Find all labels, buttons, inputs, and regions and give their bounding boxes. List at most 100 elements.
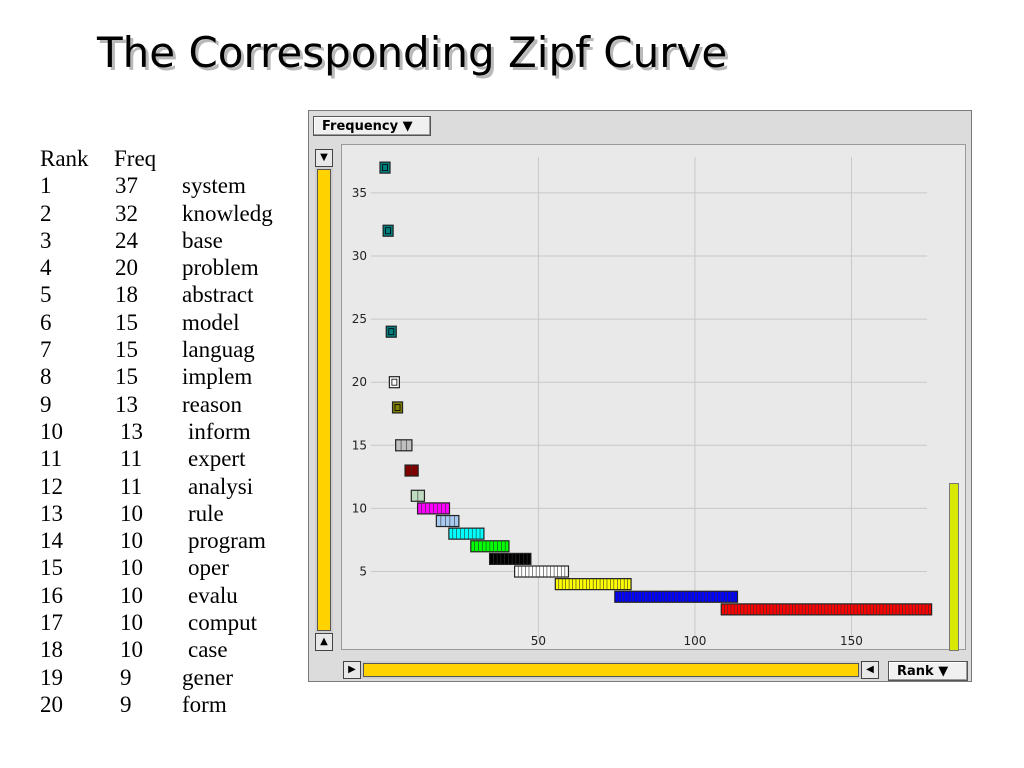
rank-cell: 12 — [40, 473, 63, 499]
freq-cell: 10 — [120, 582, 143, 608]
data-point — [614, 590, 739, 603]
y-tick-label: 10 — [352, 501, 367, 515]
rank-cell: 8 — [40, 364, 52, 390]
rank-cell: 13 — [40, 500, 63, 526]
vertical-scroll-thumb[interactable] — [317, 169, 331, 631]
freq-band-4 — [554, 578, 632, 591]
data-point — [379, 161, 391, 174]
x-tick-label: 150 — [840, 634, 863, 648]
freq-band-5 — [514, 565, 570, 578]
word-cell: oper — [188, 555, 229, 581]
freq-cell: 15 — [115, 364, 138, 390]
freq-cell: 10 — [120, 610, 143, 636]
rank-cell: 5 — [40, 282, 52, 308]
rank-cell: 6 — [40, 309, 52, 335]
data-point — [391, 401, 404, 414]
y-tick-label: 25 — [352, 312, 367, 326]
zoom-slider[interactable] — [949, 483, 959, 651]
y-tick-label: 15 — [352, 438, 367, 452]
freq-band-11 — [410, 489, 426, 502]
word-cell: rule — [188, 500, 224, 526]
word-cell: expert — [188, 446, 246, 472]
freq-cell: 32 — [115, 200, 138, 226]
point-inner — [391, 378, 398, 386]
data-point — [488, 552, 532, 565]
rank-cell: 7 — [40, 337, 52, 363]
data-point — [382, 224, 394, 237]
word-cell: problem — [182, 255, 259, 281]
rank-cell: 18 — [40, 637, 63, 663]
rank-cell: 1 — [40, 173, 52, 199]
data-point — [385, 325, 397, 338]
plot-area — [341, 144, 966, 650]
freq-cell: 24 — [115, 227, 138, 253]
chart-window: Frequency ▼ ▼ ▲ 5 10 15 20 25 30 35 50 100 150 ▶ … — [308, 110, 972, 682]
y-tick-label: 20 — [352, 375, 367, 389]
rank-cell: 3 — [40, 227, 52, 253]
zipf-chart: 5 10 15 20 25 30 35 50 100 150 — [352, 157, 933, 648]
word-cell: program — [188, 528, 266, 554]
y-tick-label: 5 — [359, 565, 367, 579]
data-point — [388, 376, 400, 389]
data-point — [514, 565, 570, 578]
freq-band-13 — [404, 464, 419, 477]
freq-band-18 — [391, 401, 404, 414]
word-cell: form — [182, 691, 227, 717]
word-cell: analysi — [188, 473, 254, 499]
point-inner — [394, 404, 401, 411]
freq-band-9 — [435, 514, 460, 528]
word-cell: evalu — [188, 582, 238, 608]
rank-cell: 2 — [40, 200, 52, 226]
freq-band-20 — [388, 376, 400, 389]
horizontal-scrollbar[interactable]: ▶ ◀ — [343, 661, 879, 679]
scroll-up-arrow-icon[interactable]: ▼ — [315, 149, 333, 167]
freq-cell: 10 — [120, 500, 143, 526]
freq-cell: 15 — [115, 337, 138, 363]
rank-header: Rank — [40, 146, 89, 171]
rank-cell: 17 — [40, 610, 63, 636]
scroll-down-arrow-icon[interactable]: ▲ — [315, 633, 333, 651]
word-cell: knowledg — [182, 200, 273, 226]
word-cell: implem — [182, 364, 253, 390]
freq-cell: 13 — [120, 418, 143, 444]
freq-cell: 37 — [115, 173, 138, 199]
scroll-left-arrow-icon[interactable]: ◀ — [861, 661, 879, 679]
y-tick-label: 30 — [352, 249, 367, 263]
horizontal-scroll-thumb[interactable] — [363, 663, 859, 677]
freq-cell: 18 — [115, 282, 138, 308]
freq-band-15 — [395, 439, 413, 452]
rank-axis-dropdown[interactable]: Rank ▼ — [888, 661, 968, 681]
freq-cell: 10 — [120, 528, 143, 554]
freq-header: Freq — [114, 146, 157, 171]
freq-cell: 11 — [120, 446, 143, 472]
word-cell: case — [188, 637, 228, 663]
rank-cell: 15 — [40, 555, 63, 581]
frequency-axis-dropdown[interactable]: Frequency ▼ — [313, 116, 431, 136]
word-cell: languag — [182, 337, 255, 363]
freq-cell: 20 — [115, 255, 138, 281]
freq-cell: 10 — [120, 637, 143, 663]
rank-cell: 16 — [40, 582, 63, 608]
word-cell: reason — [182, 391, 243, 417]
data-point — [395, 439, 413, 452]
freq-cell: 15 — [115, 309, 138, 335]
y-tick-label: 35 — [352, 186, 367, 200]
point-inner — [388, 328, 395, 336]
rank-cell: 4 — [40, 255, 52, 281]
word-cell: comput — [188, 610, 257, 636]
word-cell: abstract — [182, 282, 254, 308]
freq-cell: 11 — [120, 473, 143, 499]
freq-band-10 — [416, 502, 451, 515]
freq-band-37 — [379, 161, 391, 174]
freq-band-32 — [382, 224, 394, 237]
word-cell: model — [182, 309, 240, 335]
rank-cell: 9 — [40, 391, 52, 417]
scroll-right-arrow-icon[interactable]: ▶ — [343, 661, 361, 679]
freq-cell: 9 — [120, 664, 132, 690]
freq-cell: 9 — [120, 691, 132, 717]
word-cell: inform — [188, 418, 251, 444]
freq-cell: 10 — [120, 555, 143, 581]
rank-cell: 19 — [40, 664, 63, 690]
rank-cell: 20 — [40, 691, 63, 717]
vertical-scrollbar[interactable]: ▼ ▲ — [315, 149, 333, 651]
